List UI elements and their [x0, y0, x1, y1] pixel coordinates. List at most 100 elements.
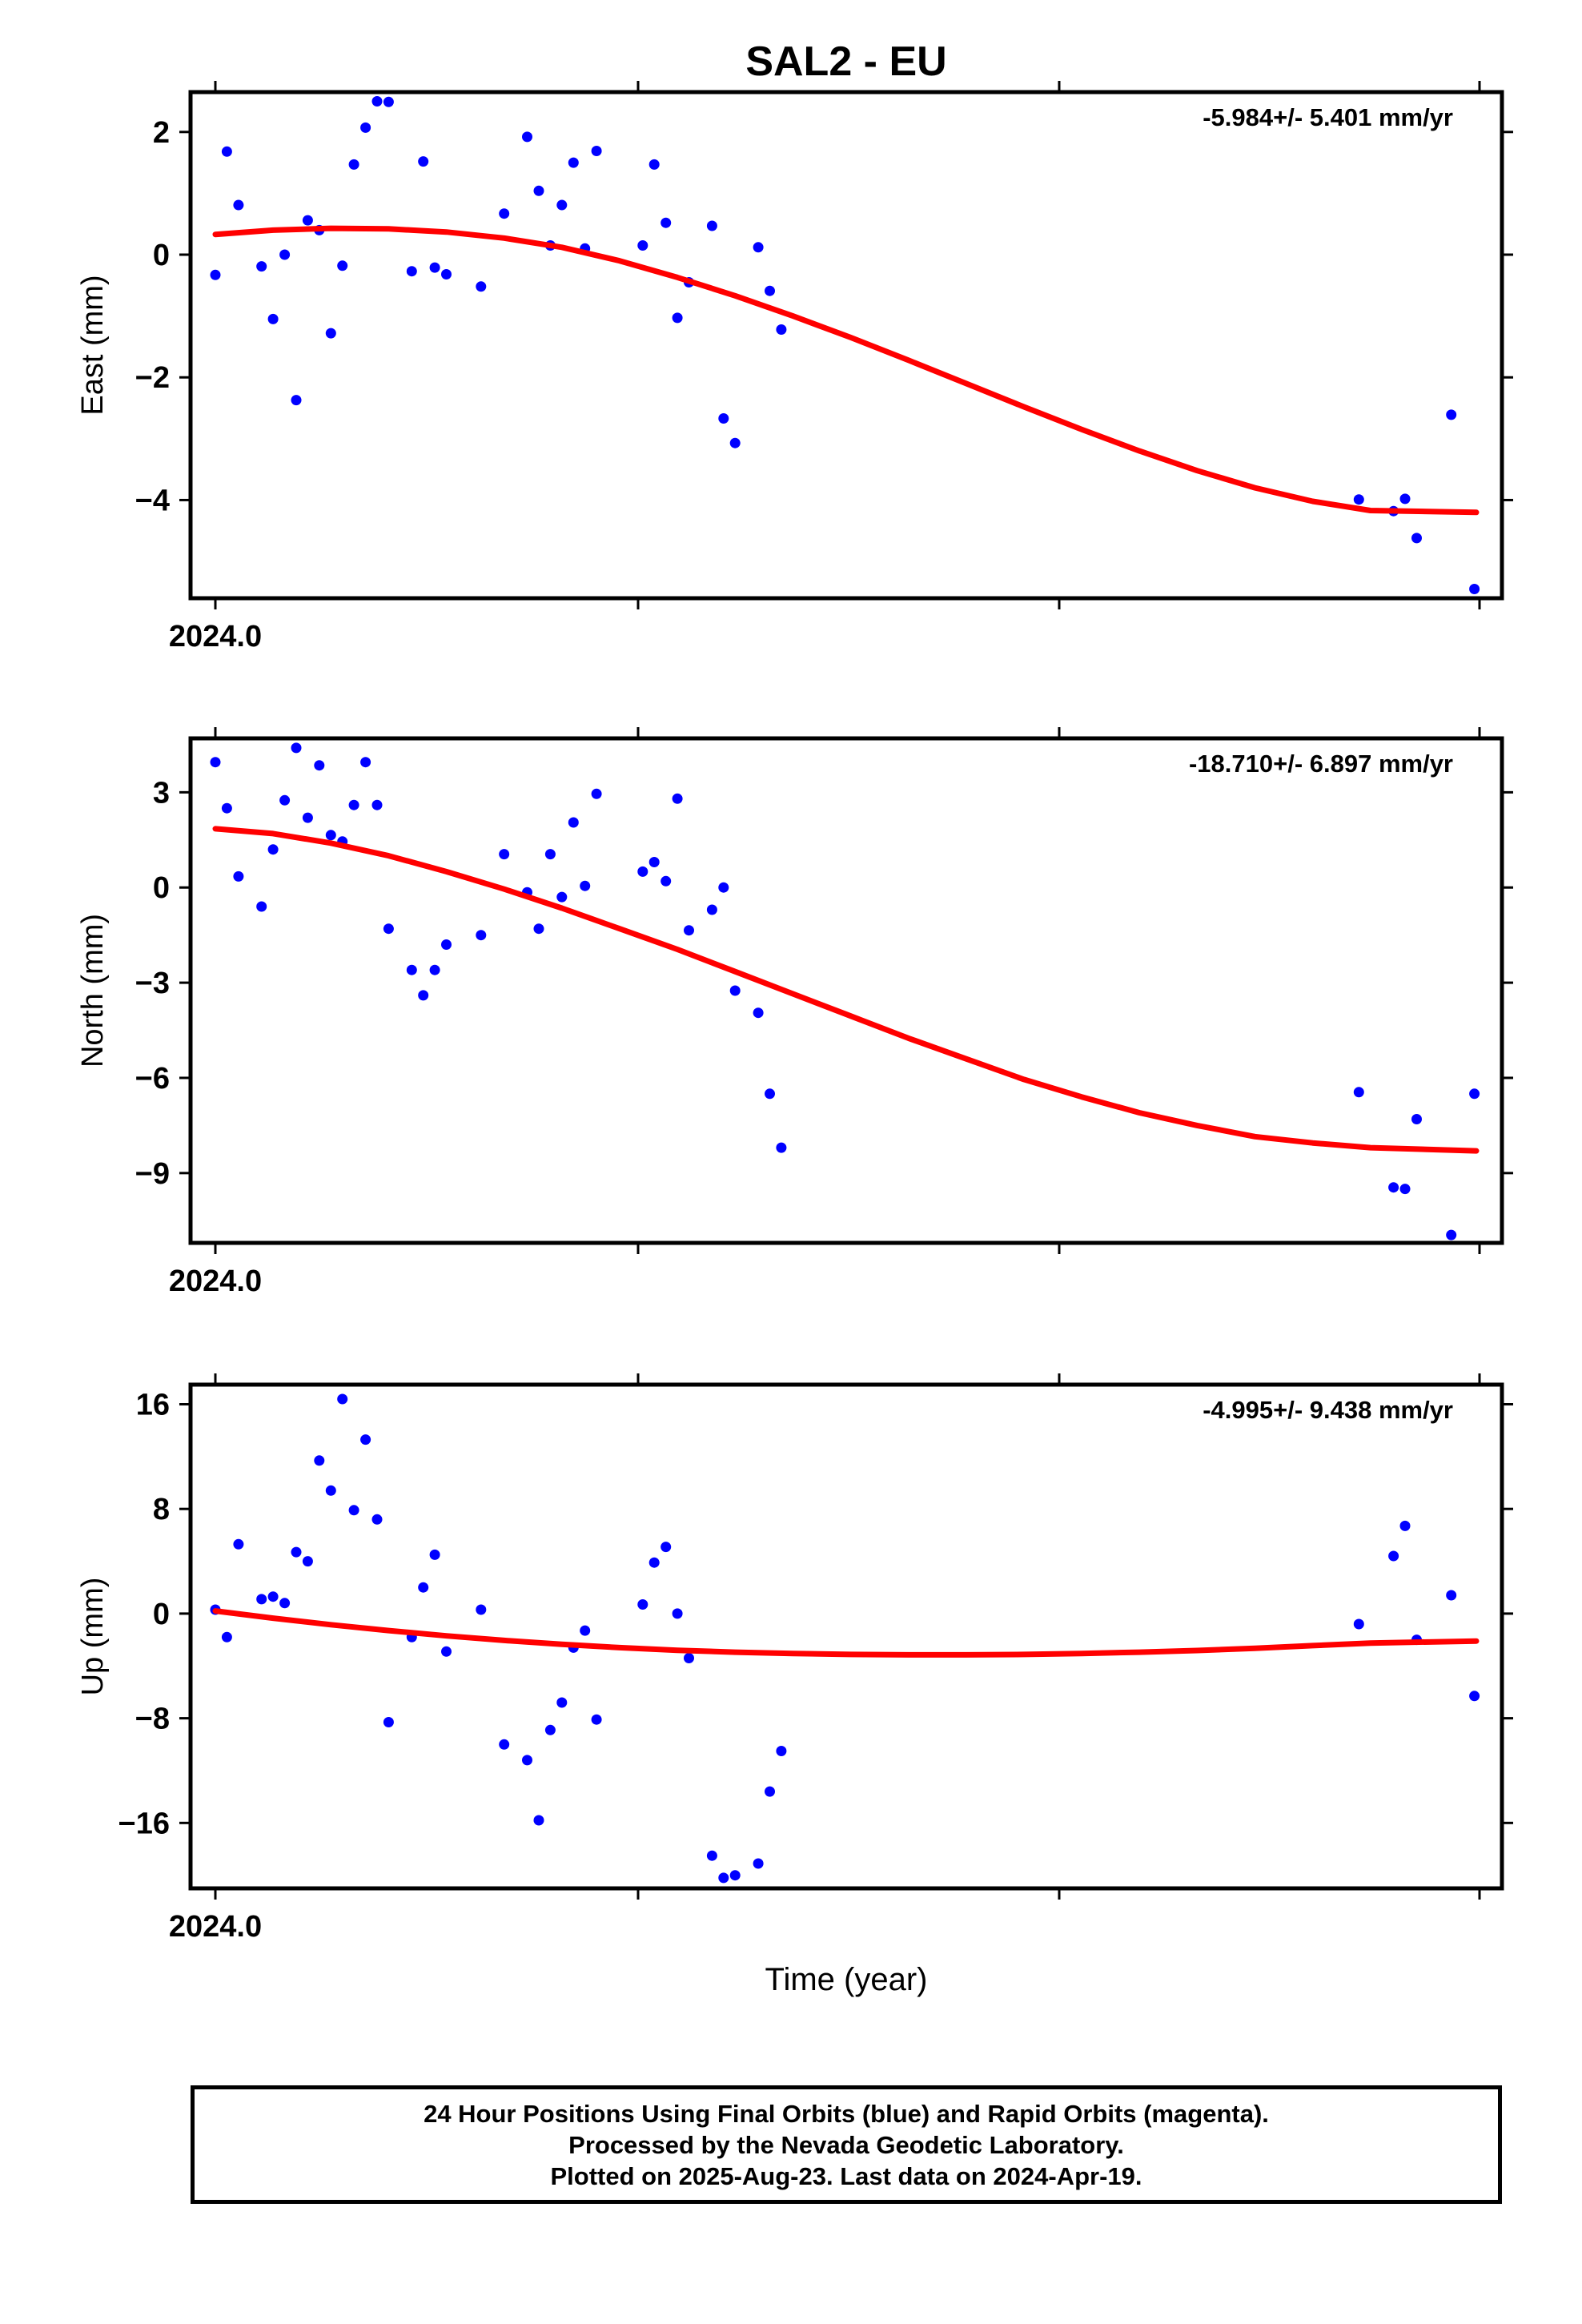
y-axis-label: East (mm)	[76, 275, 110, 415]
data-point	[360, 757, 371, 768]
data-point	[672, 793, 683, 804]
data-point	[418, 1582, 429, 1593]
data-point	[1399, 1520, 1411, 1531]
y-tick-label: −9	[135, 1157, 170, 1191]
data-point	[753, 242, 764, 253]
data-point	[648, 159, 660, 170]
data-point	[637, 866, 648, 877]
data-point	[383, 96, 394, 107]
data-point	[1399, 1184, 1411, 1195]
data-point	[325, 830, 336, 841]
data-point	[568, 817, 579, 828]
data-point	[753, 1007, 764, 1019]
trend-line	[212, 1608, 1480, 1658]
y-axis-label: Up (mm)	[76, 1578, 110, 1696]
data-point	[476, 281, 487, 292]
data-point	[441, 1646, 452, 1657]
data-point	[776, 1746, 787, 1756]
data-point	[648, 857, 660, 867]
y-tick-label: −2	[135, 361, 170, 395]
data-point	[637, 240, 648, 251]
data-point	[729, 437, 741, 448]
data-point	[533, 185, 544, 196]
data-point	[1469, 1088, 1480, 1100]
data-point	[718, 1872, 729, 1884]
data-point	[499, 208, 510, 219]
data-point	[556, 199, 568, 211]
data-point	[429, 262, 440, 273]
data-point	[325, 328, 336, 339]
panel-up: 2024.0 16 8 0 −8 −16 Up (mm) -4.995+/- 9.438 mm…	[76, 1373, 1513, 1944]
data-point	[533, 1815, 544, 1826]
data-point	[476, 1604, 487, 1615]
y-tick-label: −16	[118, 1807, 170, 1840]
data-point	[279, 1598, 291, 1609]
data-points	[210, 96, 1480, 594]
data-point	[776, 1142, 787, 1153]
data-point	[556, 1697, 568, 1708]
data-point	[718, 413, 729, 424]
data-point	[765, 285, 775, 296]
data-point	[418, 156, 429, 167]
data-point	[580, 1625, 591, 1636]
data-point	[476, 930, 487, 941]
chart-panels: 2024.0 2 0 −2 −4 East (mm) -5.984+/- 5.401 mm/…	[76, 81, 1513, 1944]
data-point	[661, 1542, 672, 1553]
y-tick-label: −3	[135, 967, 170, 1000]
data-point	[729, 985, 741, 996]
data-point	[256, 901, 267, 912]
data-point	[533, 923, 544, 935]
data-point	[279, 249, 291, 260]
data-point	[1446, 409, 1457, 420]
data-point	[753, 1858, 764, 1869]
data-point	[371, 799, 383, 810]
data-point	[325, 1485, 336, 1496]
data-point	[360, 1434, 371, 1445]
footer-line-3: Plotted on 2025-Aug-23. Last data on 202…	[550, 2161, 1142, 2190]
data-point	[314, 1455, 325, 1466]
data-point	[233, 199, 244, 211]
data-points	[210, 742, 1480, 1240]
data-point	[210, 757, 221, 768]
data-point	[348, 799, 359, 810]
data-point	[302, 215, 313, 226]
data-point	[441, 269, 452, 279]
data-point	[406, 266, 417, 277]
data-point	[337, 260, 348, 271]
data-point	[765, 1088, 775, 1100]
data-point	[591, 1714, 602, 1725]
data-point	[360, 122, 371, 133]
rate-annotation: -4.995+/- 9.438 mm/yr	[1203, 1396, 1453, 1424]
y-tick-label: 0	[153, 871, 170, 905]
y-axis-label: North (mm)	[76, 914, 110, 1068]
data-point	[1469, 584, 1480, 594]
data-point	[637, 1599, 648, 1610]
data-point	[706, 904, 717, 915]
x-tick-label: 2024.0	[169, 620, 262, 653]
data-point	[522, 1755, 532, 1766]
data-point	[233, 1538, 244, 1550]
data-point	[291, 1546, 302, 1558]
data-point	[233, 870, 244, 882]
data-point	[706, 220, 717, 231]
x-axis-label: Time (year)	[765, 1962, 928, 1997]
y-tick-label: −6	[135, 1062, 170, 1096]
data-point	[1411, 1114, 1422, 1124]
data-point	[429, 964, 440, 975]
data-point	[1399, 493, 1411, 505]
data-point	[406, 964, 417, 975]
data-point	[1388, 1182, 1399, 1193]
data-point	[441, 939, 452, 950]
data-point	[1469, 1691, 1480, 1702]
data-point	[256, 1594, 267, 1605]
panel-north: 2024.0 3 0 −3 −6 −9 North (mm) -18.710+/- 6.897…	[76, 727, 1513, 1298]
plot-frame	[188, 90, 1504, 601]
data-point	[661, 875, 672, 887]
data-point	[499, 1739, 510, 1750]
footer-line-1: 24 Hour Positions Using Final Orbits (bl…	[424, 2099, 1269, 2128]
data-point	[1446, 1229, 1457, 1240]
data-point	[672, 1608, 683, 1619]
data-point	[1411, 533, 1422, 544]
data-point	[729, 1870, 741, 1881]
